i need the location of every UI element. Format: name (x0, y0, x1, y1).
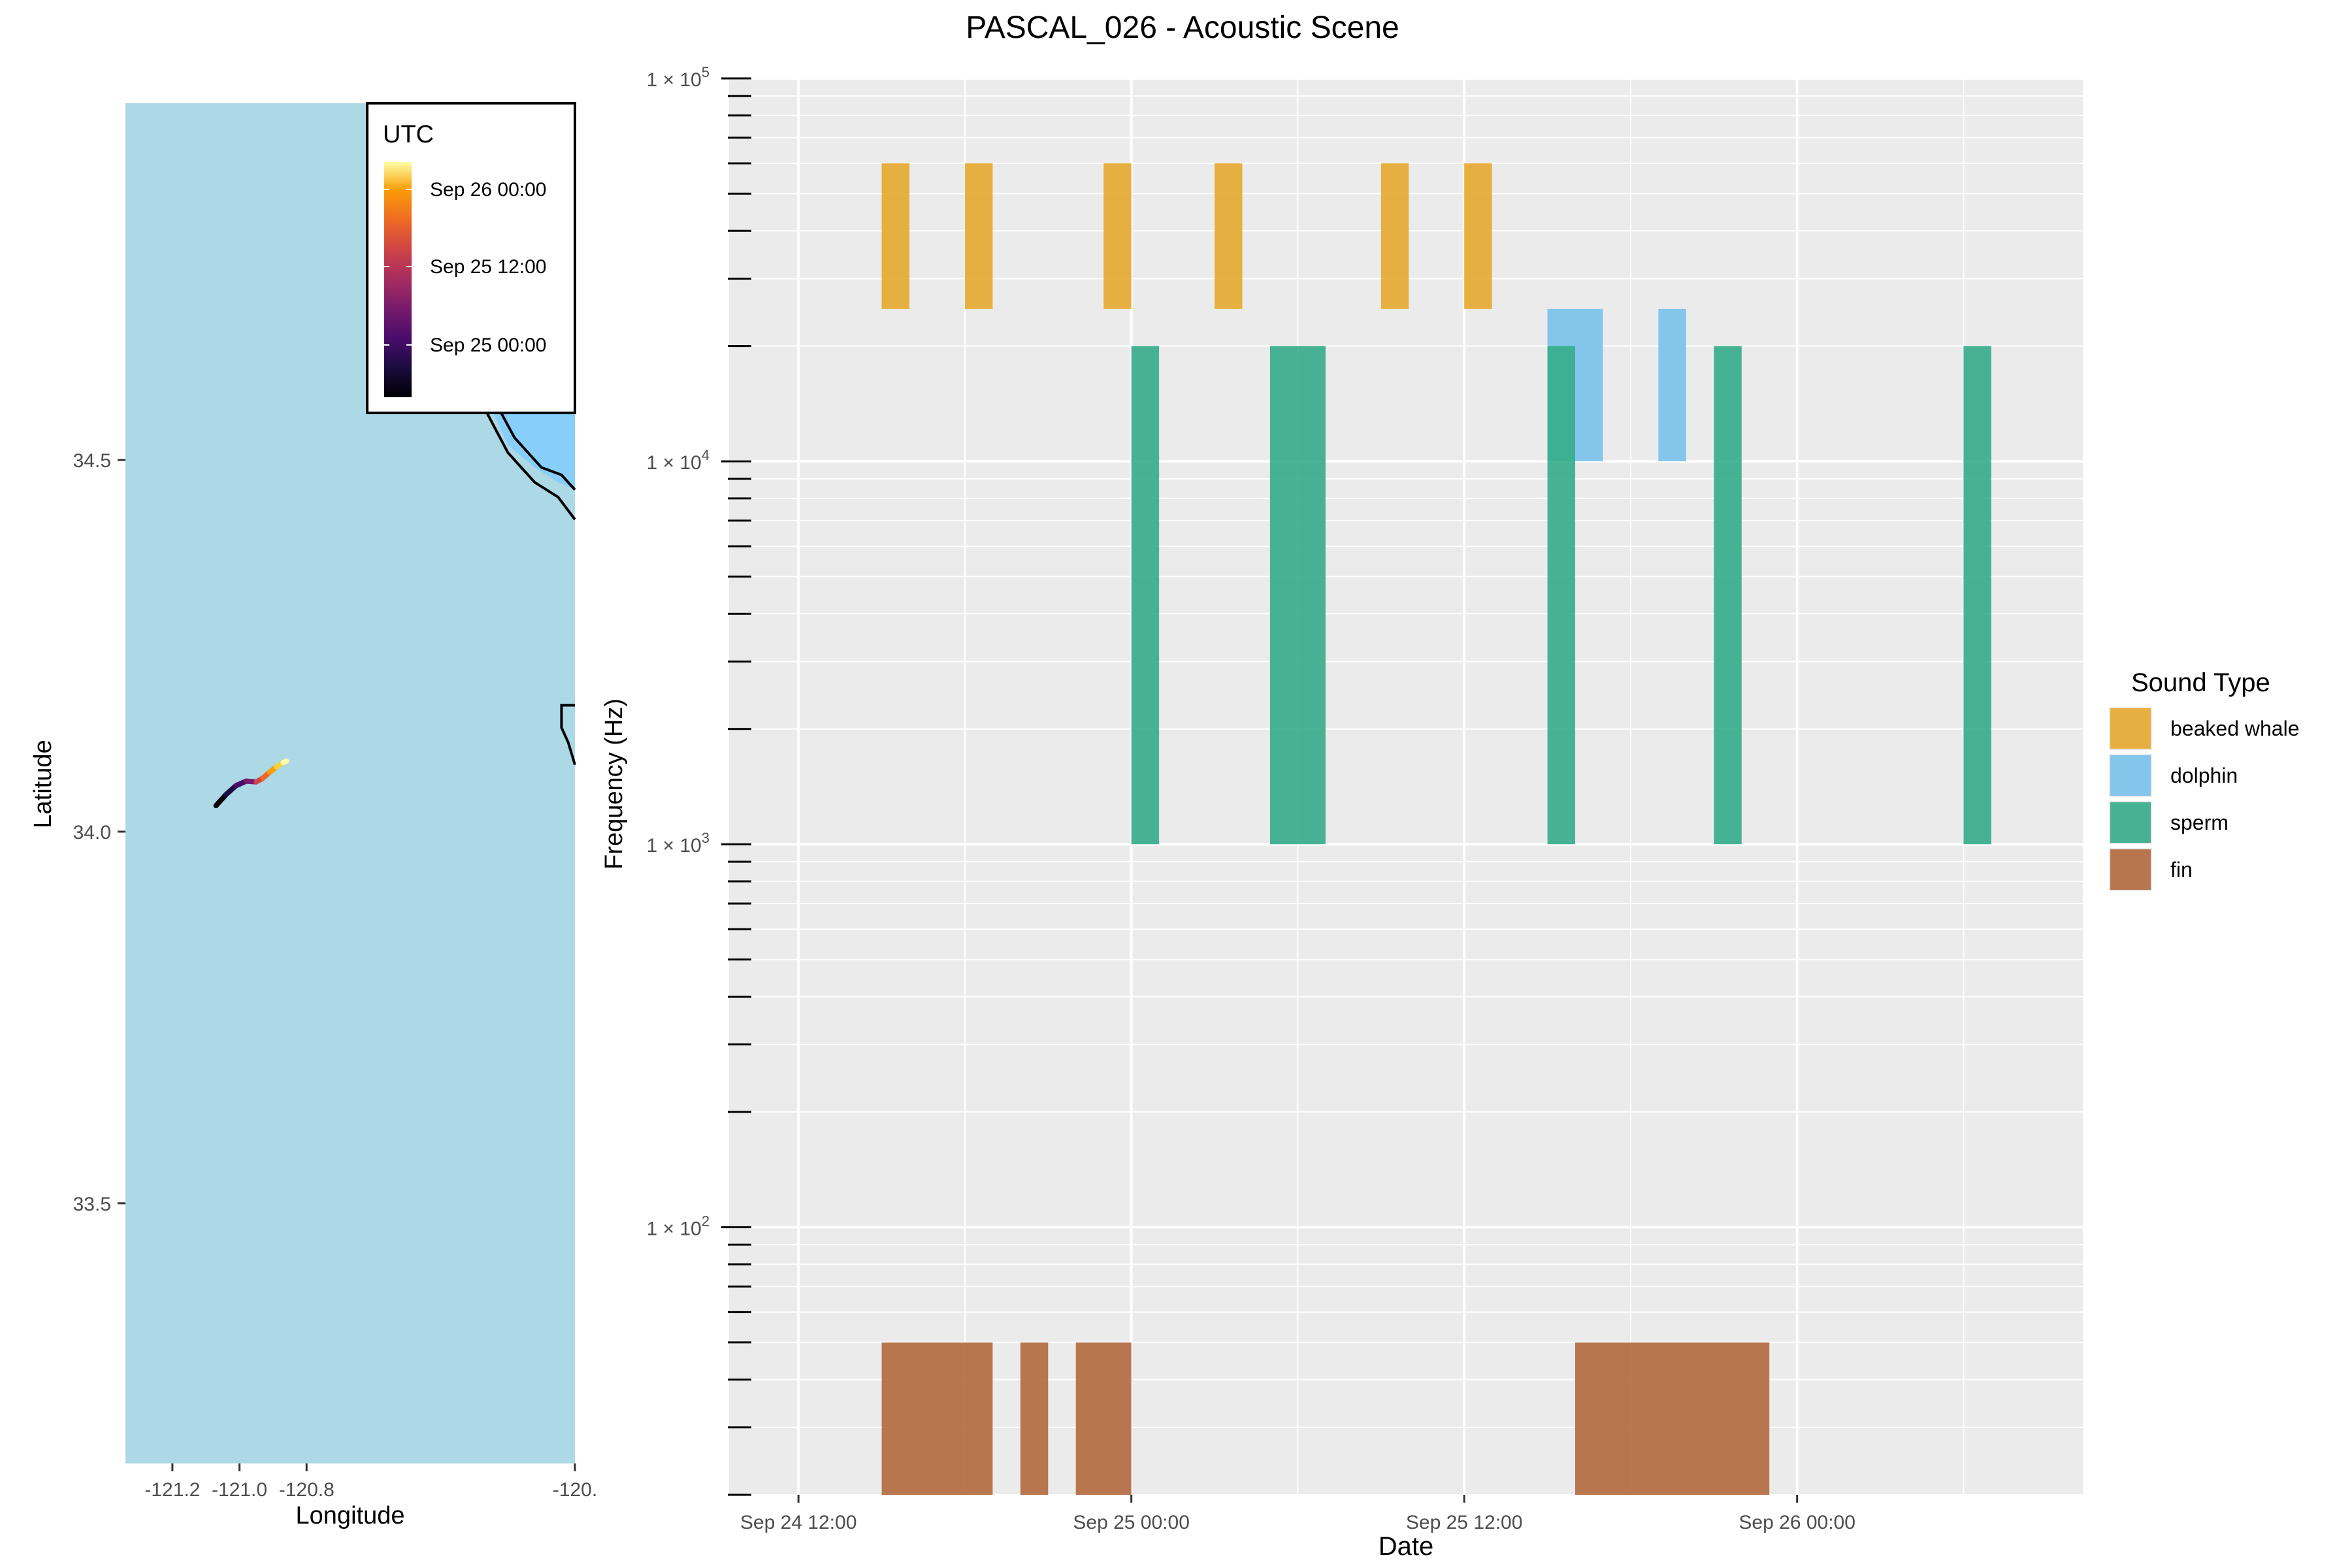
bar-fin (881, 1342, 993, 1495)
legend-label: beaked whale (2170, 717, 2299, 740)
legend-title: Sound Type (2131, 668, 2270, 697)
y-tick-label: 1 × 104 (647, 447, 710, 474)
bar-beaked-whale (1380, 163, 1409, 309)
sound-type-legend: Sound Type beaked whale dolphin sperm fin (2109, 668, 2299, 891)
bar-dolphin (1658, 308, 1686, 462)
x-tick-label: Sep 25 00:00 (1073, 1512, 1190, 1533)
y-axis-title: Frequency (Hz) (600, 698, 628, 870)
utc-label-1: Sep 26 00:00 (430, 179, 547, 201)
coastline-segment (560, 704, 576, 766)
y-tick-label: 1 × 102 (647, 1213, 710, 1239)
plot-background (729, 78, 2083, 1495)
bar-beaked-whale (881, 163, 909, 309)
bar-sperm (1547, 346, 1575, 845)
chart-panel: 1 × 105 1 × 104 1 × 103 1 × 102 Sep 24 12:0… (600, 64, 2083, 1561)
x-tick-label: Sep 25 12:00 (1406, 1512, 1523, 1533)
bar-sperm (1714, 346, 1742, 845)
x-tick-label: Sep 24 12:00 (740, 1512, 857, 1533)
y-axis: 1 × 105 1 × 104 1 × 103 1 × 102 (647, 64, 751, 1496)
legend-swatch (2110, 802, 2151, 843)
bar-beaked-whale (1215, 163, 1243, 309)
y-tick-label: 1 × 105 (647, 64, 710, 91)
map-x-axis-title: Longitude (296, 1502, 405, 1529)
utc-colorbar (384, 162, 412, 397)
ship-track (213, 758, 289, 809)
bar-sperm (1963, 346, 1991, 845)
utc-legend-labels: Sep 26 00:00 Sep 25 12:00 Sep 25 00:00 (384, 179, 547, 356)
map-x-tick-label: -120. (553, 1479, 597, 1501)
utc-label-3: Sep 25 00:00 (430, 335, 547, 356)
bar-sperm (1131, 346, 1160, 845)
x-axis: Sep 24 12:00 Sep 25 00:00 Sep 25 12:00 Sep … (740, 1495, 1855, 1533)
legend-label: fin (2170, 858, 2193, 881)
utc-legend: UTC Sep 26 00:00 Sep 25 12:00 Sep 25 00:… (366, 102, 576, 414)
map-y-axis-title: Latitude (29, 740, 57, 828)
map-x-tick-label: -121.2 (144, 1479, 200, 1501)
map-panel: -121.2 -121.0 -120.8 -120. 33.5 34.0 34.5 Lon… (29, 102, 597, 1529)
bar-beaked-whale (1464, 163, 1492, 309)
x-axis-title: Date (1379, 1532, 1434, 1561)
map-y-ticks: 33.5 34.0 34.5 (73, 450, 125, 1215)
map-y-tick-label: 33.5 (73, 1194, 111, 1215)
map-y-tick-label: 34.5 (73, 450, 111, 472)
legend-swatch (2110, 849, 2151, 890)
legend-label: dolphin (2170, 764, 2238, 787)
legend-label: sperm (2170, 811, 2229, 834)
bar-fin (1575, 1342, 1770, 1495)
map-y-tick-label: 34.0 (73, 822, 111, 843)
y-tick-label: 1 × 103 (647, 830, 710, 857)
utc-label-2: Sep 25 12:00 (430, 256, 547, 278)
map-x-tick-label: -121.0 (212, 1479, 267, 1501)
bar-fin (1020, 1342, 1049, 1495)
x-tick-label: Sep 26 00:00 (1739, 1512, 1855, 1533)
track-segment (280, 758, 289, 766)
sound-type-bars (881, 163, 1991, 1495)
bar-beaked-whale (1103, 163, 1132, 309)
bar-beaked-whale (964, 163, 993, 309)
bar-fin (1075, 1342, 1132, 1495)
map-x-tick-label: -120.8 (279, 1479, 335, 1501)
utc-legend-title: UTC (383, 121, 434, 148)
legend-swatch (2110, 708, 2151, 749)
figure-title: PASCAL_026 - Acoustic Scene (966, 10, 1399, 45)
map-x-ticks: -121.2 -121.0 -120.8 -120. (144, 1463, 597, 1501)
legend-swatch (2110, 755, 2151, 796)
bar-sperm (1269, 346, 1326, 845)
